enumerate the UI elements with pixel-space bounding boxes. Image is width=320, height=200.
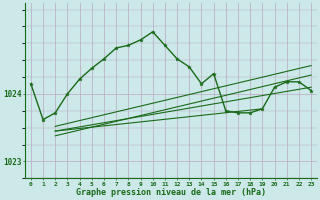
X-axis label: Graphe pression niveau de la mer (hPa): Graphe pression niveau de la mer (hPa) [76,188,266,197]
